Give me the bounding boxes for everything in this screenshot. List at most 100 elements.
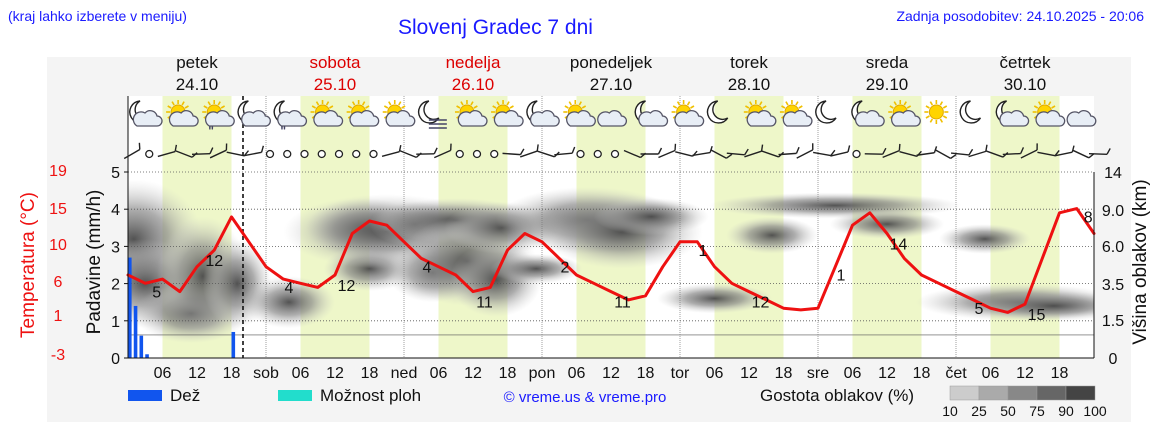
barb-shaft	[157, 150, 176, 158]
wind-calm	[265, 149, 275, 159]
sun-ray	[903, 101, 907, 106]
sun-ray	[351, 101, 356, 106]
temperature-label: 12	[205, 253, 223, 270]
hour-tick-label: 06	[430, 365, 448, 382]
day-name: nedelja	[446, 53, 501, 72]
sun-ray	[506, 101, 510, 106]
hour-tick-label: 12	[602, 365, 620, 382]
barb-shaft	[175, 150, 193, 158]
barb-shaft	[761, 150, 779, 158]
hour-tick-label: 06	[844, 365, 862, 382]
cloud-height-tick-label: 6.0	[1102, 239, 1124, 256]
sun-ray	[785, 101, 789, 106]
wind-barb	[726, 148, 749, 156]
day-tick-label: čet	[945, 365, 967, 382]
barb-shaft	[243, 151, 262, 157]
temperature-tick-label: 15	[49, 201, 67, 218]
hour-tick-label: 12	[878, 365, 896, 382]
cloud-shape	[457, 110, 488, 127]
barb-feather	[433, 147, 438, 155]
wind-calm	[472, 149, 482, 159]
cloud-shape	[597, 110, 627, 127]
day-date: 27.10	[590, 75, 633, 94]
moon-cloud-icon	[526, 100, 560, 127]
day-tick-label: pon	[529, 365, 556, 382]
barb-shaft	[916, 152, 935, 156]
moon-icon	[706, 100, 729, 124]
day-date: 29.10	[866, 75, 909, 94]
axes: 012345-31610151901.53.56.09.014Temperatu…	[18, 96, 1151, 382]
barb-shaft	[675, 151, 693, 157]
sun-ray	[207, 101, 211, 106]
precip-bar	[145, 354, 149, 358]
last-update: Zadnja posodobitev: 24.10.2025 - 20:06	[896, 8, 1144, 24]
temperature-axis-title: Temperatura (°C)	[18, 192, 39, 338]
barb-shaft	[123, 148, 141, 160]
moon-icon	[815, 100, 837, 124]
barb-shaft	[950, 152, 970, 156]
day-tick-label: sob	[253, 365, 279, 382]
precip-axis-title: Padavine (mm/h)	[84, 190, 105, 335]
cloud-shape	[241, 110, 271, 127]
sun-ray	[315, 101, 320, 106]
sun-ray	[492, 105, 497, 109]
sun-cloud-icon	[346, 100, 380, 127]
wind-barb	[1088, 148, 1111, 156]
hour-tick-label: 12	[1016, 365, 1034, 382]
sun-ray	[1051, 105, 1056, 109]
temperature-label: 4	[285, 280, 294, 297]
barb-shaft	[537, 150, 555, 158]
hour-tick-label: 18	[775, 365, 793, 382]
wind-barb	[882, 143, 901, 159]
sun-cloud-icon	[743, 100, 777, 127]
sun-ray	[749, 101, 753, 106]
barb-shaft	[1037, 151, 1056, 157]
sun-ray	[470, 101, 474, 106]
moon-shape	[417, 100, 440, 124]
wind-barb	[710, 149, 733, 159]
temperature-label: 5	[975, 301, 984, 318]
barb-shaft	[399, 149, 417, 159]
cloud-height-tick-label: 3.5	[1102, 277, 1124, 294]
precip-tick-label: 3	[111, 239, 120, 256]
barb-shaft	[1054, 151, 1073, 157]
rain-drops: "	[208, 124, 214, 138]
wind-barb	[502, 148, 525, 156]
sun-cloud-icon	[454, 100, 488, 127]
cloud-density-blob	[726, 216, 818, 254]
sun-cloud-rain-icon: "	[202, 100, 235, 138]
barb-feather	[1020, 147, 1025, 154]
barb-feather	[950, 153, 957, 159]
temperature-label: 14	[890, 237, 908, 254]
wind-barb	[1020, 143, 1038, 159]
density-level-label: 90	[1058, 403, 1074, 419]
weather-icons: " "	[129, 100, 1097, 138]
cloud-height-tick-label: 14	[1104, 165, 1122, 182]
cloud-density-layer	[128, 179, 1094, 344]
wind-barb	[191, 147, 214, 156]
hour-tick-label: 18	[913, 365, 931, 382]
barb-feather	[744, 148, 749, 156]
precip-bar	[128, 257, 132, 358]
wind-barb	[813, 149, 836, 157]
sun-ray	[939, 118, 944, 123]
sun-cloud-icon	[166, 100, 199, 127]
hour-tick-label: 18	[1051, 365, 1069, 382]
density-level-label: 25	[971, 403, 987, 419]
day-date: 30.10	[1004, 75, 1047, 94]
barb-shaft	[692, 151, 711, 157]
sun-ray	[1047, 101, 1052, 106]
sun-ray	[759, 101, 763, 106]
day-name: sobota	[309, 53, 361, 72]
barb-feather	[726, 153, 733, 159]
cloud-height-tick-label: 0	[1109, 351, 1118, 368]
barb-feather	[519, 148, 525, 155]
cloud-shape	[132, 110, 163, 127]
sun-ray	[365, 105, 370, 109]
sun-ray	[906, 105, 912, 109]
sun-ray	[171, 101, 175, 106]
barb-feather	[898, 143, 901, 151]
precip-tick-label: 4	[111, 202, 120, 219]
left-panel-bg	[47, 57, 80, 422]
sun-ray	[203, 105, 208, 109]
